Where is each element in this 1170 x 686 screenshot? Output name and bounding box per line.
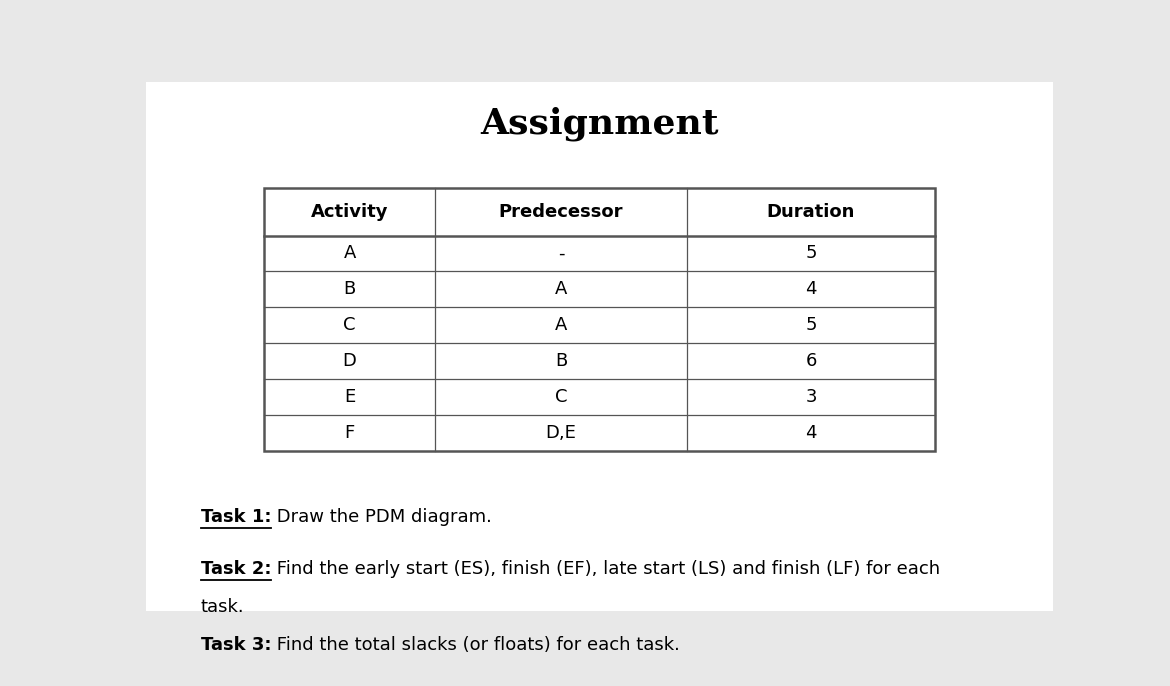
Text: F: F xyxy=(344,424,355,442)
Text: A: A xyxy=(555,316,567,334)
Text: C: C xyxy=(344,316,356,334)
Text: Find the total slacks (or floats) for each task.: Find the total slacks (or floats) for ea… xyxy=(271,637,680,654)
Text: D,E: D,E xyxy=(545,424,577,442)
Text: D: D xyxy=(343,352,357,370)
Text: A: A xyxy=(555,281,567,298)
Text: C: C xyxy=(555,388,567,406)
Text: Duration: Duration xyxy=(766,203,855,221)
Text: -: - xyxy=(558,244,564,263)
Text: E: E xyxy=(344,388,356,406)
Text: 6: 6 xyxy=(805,352,817,370)
Text: 3: 3 xyxy=(805,388,817,406)
Text: Task 2:: Task 2: xyxy=(201,560,271,578)
Text: Task 3:: Task 3: xyxy=(201,637,271,654)
Text: A: A xyxy=(344,244,356,263)
Text: Activity: Activity xyxy=(311,203,388,221)
Text: 4: 4 xyxy=(805,424,817,442)
Text: Draw the PDM diagram.: Draw the PDM diagram. xyxy=(271,508,493,525)
Text: Assignment: Assignment xyxy=(481,106,718,141)
Bar xyxy=(264,188,935,451)
Text: task.: task. xyxy=(201,598,245,617)
Text: 4: 4 xyxy=(805,281,817,298)
Text: B: B xyxy=(555,352,567,370)
Text: B: B xyxy=(344,281,356,298)
Text: Find the early start (ES), finish (EF), late start (LS) and finish (LF) for each: Find the early start (ES), finish (EF), … xyxy=(271,560,941,578)
Text: Predecessor: Predecessor xyxy=(498,203,624,221)
Text: Task 1:: Task 1: xyxy=(201,508,271,525)
Text: 5: 5 xyxy=(805,316,817,334)
Text: 5: 5 xyxy=(805,244,817,263)
